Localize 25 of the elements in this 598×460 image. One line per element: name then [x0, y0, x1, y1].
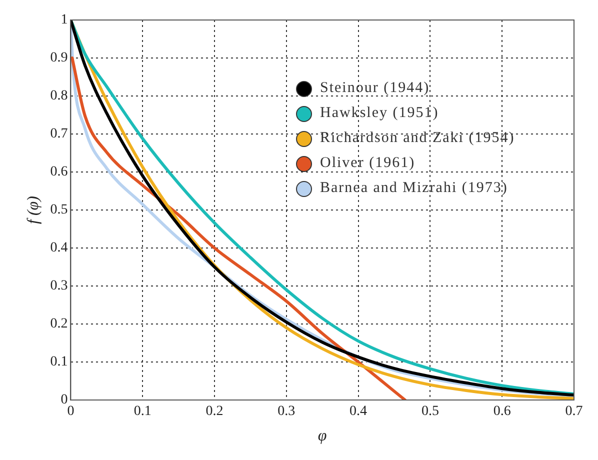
x-tick-label: 0.1 — [134, 404, 152, 420]
legend-label: Barnea and Mizrahi (1973) — [320, 180, 508, 197]
y-tick-label: 0.7 — [50, 126, 68, 142]
y-tick-label: 0.6 — [50, 164, 68, 180]
legend-label: Oliver (1961) — [320, 155, 416, 172]
y-tick-label: 1 — [60, 12, 68, 28]
x-axis-title: φ — [318, 428, 327, 445]
y-tick-label: 0.8 — [50, 88, 68, 104]
y-tick-label: 0 — [60, 392, 68, 408]
y-axis-title: f (φ) — [24, 196, 42, 224]
x-tick-label: 0.3 — [278, 404, 296, 420]
y-tick-label: 0.9 — [50, 50, 68, 66]
y-tick-label: 0.3 — [50, 278, 68, 294]
y-tick-label: 0.1 — [50, 354, 68, 370]
y-tick-label: 0.4 — [50, 240, 68, 256]
x-tick-label: 0.4 — [350, 404, 368, 420]
x-tick-label: 0.5 — [421, 404, 439, 420]
x-tick-label: 0.6 — [493, 404, 511, 420]
x-tick-label: 0.7 — [565, 404, 583, 420]
legend-label: Hawksley (1951) — [320, 105, 439, 122]
y-tick-label: 0.5 — [50, 202, 68, 218]
legend-label: Steinour (1944) — [320, 80, 430, 97]
legend-label: Richardson and Zaki (1954) — [320, 130, 515, 147]
x-tick-label: 0.2 — [206, 404, 224, 420]
y-tick-label: 0.2 — [50, 316, 68, 332]
